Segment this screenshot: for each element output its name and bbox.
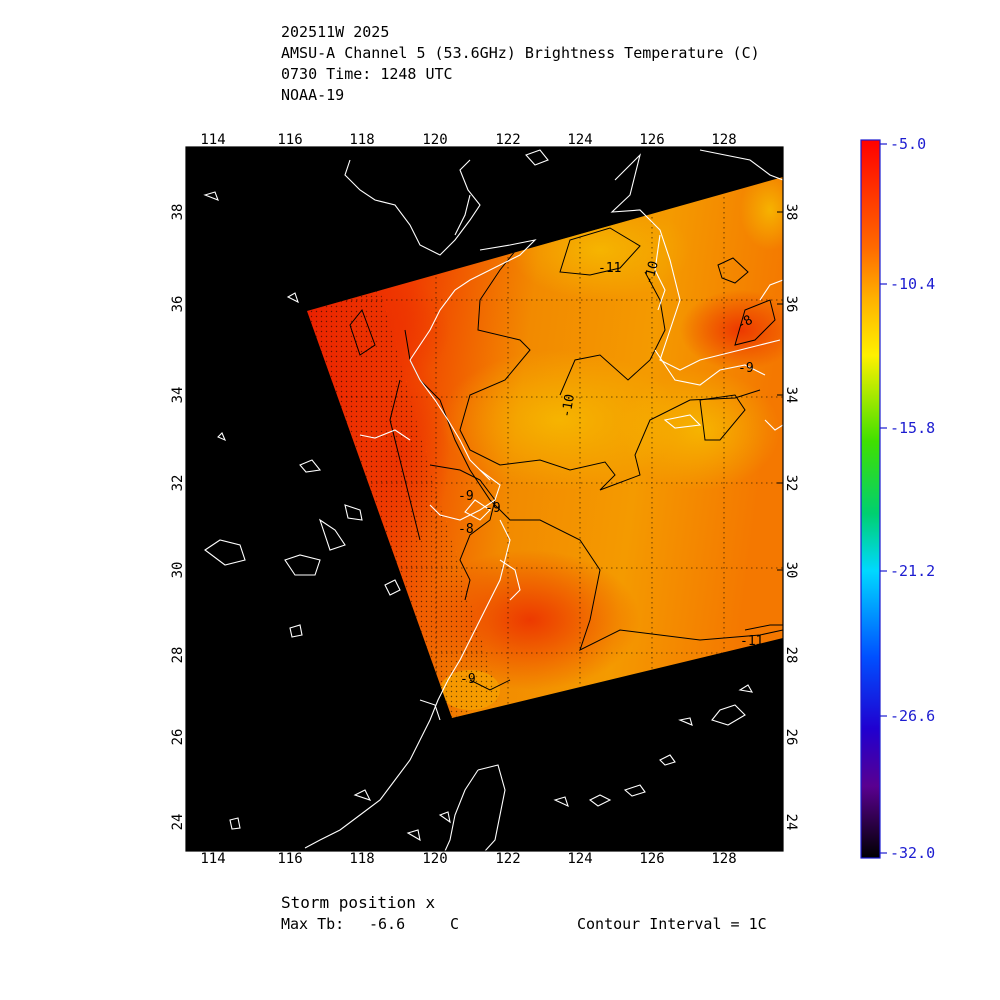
satellite-label: NOAA-19 bbox=[281, 86, 345, 104]
lon-label-124: 124 bbox=[567, 851, 592, 867]
lon-label-122: 122 bbox=[495, 132, 520, 148]
contour-interval-label: Contour Interval = 1C bbox=[577, 915, 767, 933]
lat-label-24: 24 bbox=[783, 814, 799, 831]
lon-label-126: 126 bbox=[639, 132, 664, 148]
storm-position-label: Storm position x bbox=[281, 893, 436, 912]
lat-label-30: 30 bbox=[170, 562, 186, 579]
lon-label-118: 118 bbox=[349, 851, 374, 867]
lon-label-114: 114 bbox=[200, 132, 225, 148]
lat-label-32: 32 bbox=[783, 475, 799, 492]
contour-label: -8 bbox=[458, 522, 474, 537]
lat-label-26: 26 bbox=[170, 729, 186, 746]
product-id: 202511W 2025 bbox=[281, 23, 390, 41]
colorbar-label: -21.2 bbox=[890, 562, 935, 580]
lat-label-26: 26 bbox=[783, 729, 799, 746]
contour-label: -9 bbox=[460, 672, 476, 687]
lon-label-126: 126 bbox=[639, 851, 664, 867]
contour-lines bbox=[349, 227, 783, 691]
contour-label: -9 bbox=[738, 361, 754, 376]
colorbar-label: -32.0 bbox=[890, 844, 935, 862]
lon-label-128: 128 bbox=[711, 132, 736, 148]
lat-label-36: 36 bbox=[170, 296, 186, 313]
lon-labels-bottom: 114 116 118 120 122 124 126 128 bbox=[200, 851, 736, 867]
data-swath bbox=[307, 177, 783, 718]
lon-label-128: 128 bbox=[711, 851, 736, 867]
max-tb-unit: C bbox=[450, 915, 460, 933]
lat-label-30: 30 bbox=[783, 562, 799, 579]
lon-label-120: 120 bbox=[422, 851, 447, 867]
lon-label-120: 120 bbox=[422, 132, 447, 148]
contour-label: -10 bbox=[641, 259, 662, 286]
lat-label-36: 36 bbox=[783, 296, 799, 313]
colorbar-label: -5.0 bbox=[890, 135, 926, 153]
lon-labels-top: 114 116 118 120 122 124 126 128 bbox=[200, 132, 736, 148]
colorbar-gradient bbox=[860, 139, 881, 859]
lon-label-122: 122 bbox=[495, 851, 520, 867]
lat-labels-left: 38 36 34 32 30 28 26 24 bbox=[170, 204, 186, 831]
contour-label: -9 bbox=[485, 501, 501, 516]
max-tb-label: Max Tb: bbox=[281, 915, 345, 933]
coastlines bbox=[203, 149, 783, 851]
lon-label-118: 118 bbox=[349, 132, 374, 148]
lat-label-28: 28 bbox=[783, 647, 799, 664]
contour-label: -9 bbox=[458, 489, 474, 504]
contour-label: -11 bbox=[740, 634, 763, 649]
product-title: AMSU-A Channel 5 (53.6GHz) Brightness Te… bbox=[281, 44, 760, 62]
lon-label-124: 124 bbox=[567, 132, 592, 148]
lat-label-34: 34 bbox=[783, 387, 799, 404]
colorbar-label: -26.6 bbox=[890, 707, 935, 725]
max-tb-value: -6.6 bbox=[369, 915, 406, 933]
colorbar: -5.0 -10.4 -15.8 -21.2 -26.6 -32.0 bbox=[860, 135, 935, 862]
lon-label-116: 116 bbox=[277, 132, 302, 148]
contour-label: -11 bbox=[598, 261, 621, 276]
lat-label-24: 24 bbox=[170, 814, 186, 831]
lat-label-34: 34 bbox=[170, 387, 186, 404]
contour-labels: -11 -10 -10 -9 -8 -9 -9 -8 -9 -11 bbox=[458, 259, 763, 687]
contour-label: -8 bbox=[735, 313, 756, 334]
lat-label-38: 38 bbox=[783, 204, 799, 221]
lat-label-32: 32 bbox=[170, 475, 186, 492]
lat-label-28: 28 bbox=[170, 647, 186, 664]
colorbar-label: -15.8 bbox=[890, 419, 935, 437]
lat-label-38: 38 bbox=[170, 204, 186, 221]
lon-label-114: 114 bbox=[200, 851, 225, 867]
time-label: 0730 Time: 1248 UTC bbox=[281, 65, 453, 83]
map-frame bbox=[185, 146, 784, 852]
lon-label-116: 116 bbox=[277, 851, 302, 867]
colorbar-label: -10.4 bbox=[890, 275, 935, 293]
lat-labels-right: 38 36 34 32 30 28 26 24 bbox=[783, 204, 799, 831]
tick-marks bbox=[186, 147, 783, 851]
contour-label: -10 bbox=[559, 393, 578, 419]
